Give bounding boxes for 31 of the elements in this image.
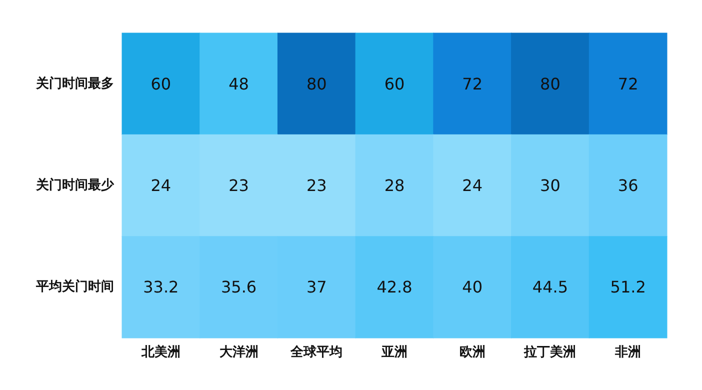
data-label: 80 xyxy=(306,74,327,94)
data-label: 23 xyxy=(228,176,249,195)
data-label: 60 xyxy=(150,74,172,94)
x-tick-label: 大洋洲 xyxy=(219,345,258,360)
data-label: 40 xyxy=(462,278,483,297)
data-label: 48 xyxy=(228,74,249,94)
data-label: 24 xyxy=(462,176,483,195)
data-label: 80 xyxy=(540,74,560,94)
x-tick-label: 拉丁美洲 xyxy=(523,344,576,360)
data-label: 36 xyxy=(618,176,638,195)
x-tick-label: 非洲 xyxy=(614,345,642,360)
data-label: 33.2 xyxy=(143,278,179,297)
x-tick-label: 北美洲 xyxy=(140,344,180,360)
data-label: 24 xyxy=(150,176,172,195)
y-tick-label: 平均关门时间 xyxy=(35,278,114,295)
data-label: 42.8 xyxy=(376,278,412,297)
data-label: 35.6 xyxy=(220,278,257,297)
data-label: 51.2 xyxy=(610,278,646,297)
x-tick-label: 欧洲 xyxy=(459,345,486,360)
data-label: 72 xyxy=(618,74,638,94)
data-label: 44.5 xyxy=(532,278,568,297)
x-tick-label: 全球平均 xyxy=(290,344,343,360)
data-label: 28 xyxy=(384,176,405,195)
y-tick-label: 关门时间最多 xyxy=(35,75,114,92)
data-label: 72 xyxy=(462,74,483,94)
data-label: 60 xyxy=(384,74,405,94)
data-label: 30 xyxy=(540,176,560,195)
x-tick-label: 亚洲 xyxy=(380,345,408,360)
data-label: 23 xyxy=(306,176,327,195)
y-tick-label: 关门时间最少 xyxy=(35,177,115,193)
data-label: 37 xyxy=(306,278,327,297)
